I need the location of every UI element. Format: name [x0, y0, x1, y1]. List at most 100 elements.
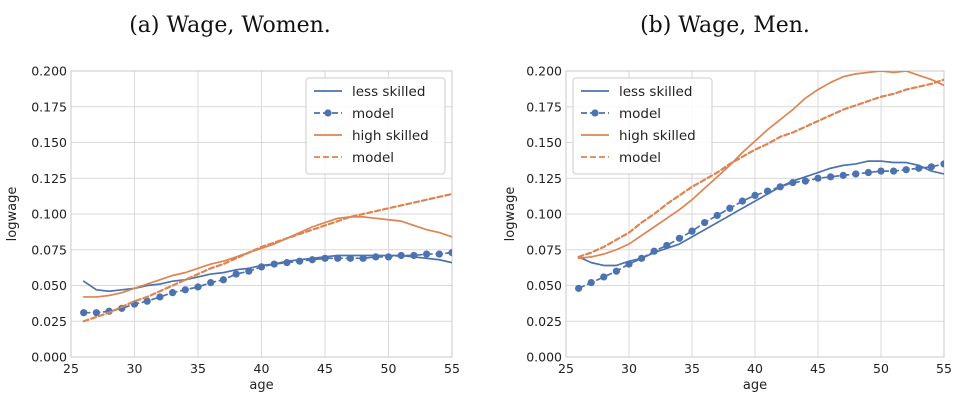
legend-label: model [619, 150, 661, 166]
panel-wage-men: (b) Wage, Men. 25 30 35 40 45 50 55 0.000 0.025 0.… [503, 13, 952, 393]
y-tick-label: 0.175 [526, 99, 562, 114]
y-tick-label: 0.175 [31, 99, 67, 114]
legend-label: less skilled [619, 84, 692, 100]
x-tick-label: 35 [684, 361, 700, 376]
x-tick-label: 35 [190, 361, 206, 376]
chart-title: (b) Wage, Men. [640, 13, 810, 38]
series-line-less-model [577, 163, 944, 290]
model-point [334, 254, 342, 262]
model-point [245, 267, 253, 275]
model-point [156, 293, 164, 301]
axes-frame [565, 70, 945, 358]
y-tick-label: 0.075 [31, 242, 67, 257]
y-tick-label: 0.125 [31, 171, 67, 186]
y-tick-label: 0.125 [526, 171, 562, 186]
model-point [713, 211, 721, 220]
model-point [789, 178, 797, 187]
model-point [839, 171, 847, 179]
model-point [940, 160, 944, 168]
legend-label: model [352, 150, 394, 166]
model-point [612, 267, 621, 275]
series-line-high-model [577, 78, 944, 258]
y-tick-label: 0.100 [31, 207, 67, 222]
model-point [80, 309, 88, 317]
legend: less skilled model high skilled model [305, 77, 446, 175]
model-point [435, 250, 443, 258]
model-point [902, 166, 910, 174]
y-axis-label: logwage [503, 187, 518, 242]
model-point [257, 263, 266, 271]
plot-area [80, 192, 452, 323]
model-point [232, 270, 240, 278]
legend-label: model [619, 106, 661, 122]
model-point [372, 253, 380, 261]
legend: less skilled model high skilled model [572, 77, 713, 175]
x-axis-label: age [249, 378, 273, 393]
y-axis-label: logwage [5, 187, 20, 242]
x-tick-label: 30 [127, 361, 143, 376]
x-tick-label: 25 [558, 361, 574, 376]
model-point [384, 253, 393, 261]
legend-label: less skilled [352, 84, 425, 100]
y-tick-label: 0.075 [526, 242, 562, 257]
plot-area [575, 71, 944, 292]
model-point [448, 249, 452, 257]
model-point [738, 197, 747, 205]
y-tick-label: 0.050 [526, 278, 562, 293]
model-point [701, 218, 709, 227]
chart-title: (a) Wage, Women. [129, 13, 331, 38]
model-point [663, 241, 671, 250]
model-point [423, 250, 431, 258]
model-point [864, 168, 873, 177]
model-point [877, 167, 885, 175]
x-tick-label: 45 [317, 361, 333, 376]
model-point [143, 297, 151, 305]
model-point [688, 227, 696, 235]
model-point [169, 289, 177, 297]
model-point [181, 286, 189, 294]
model-point [270, 260, 278, 268]
y-tick-label: 0.050 [31, 278, 67, 293]
x-tick-label: 50 [381, 361, 397, 376]
model-point [801, 177, 810, 185]
series-line-high-data [577, 71, 944, 260]
panel-wage-women: (a) Wage, Women. 25 30 35 40 45 50 55 0.000 0.025… [5, 13, 460, 393]
model-point [764, 187, 772, 195]
model-point [92, 309, 100, 317]
model-point [776, 183, 784, 191]
model-point [638, 254, 646, 262]
model-point [927, 163, 936, 171]
axes-frame [70, 70, 453, 358]
model-point [283, 259, 291, 267]
x-tick-label: 25 [63, 361, 79, 376]
series-line-high-model [82, 192, 452, 323]
model-point [296, 257, 304, 265]
model-point [308, 256, 316, 264]
legend-label: model [352, 106, 394, 122]
model-point [194, 283, 202, 291]
y-tick-label: 0.150 [526, 135, 562, 150]
x-tick-label: 55 [936, 361, 952, 376]
model-point [726, 204, 734, 212]
model-point [852, 170, 860, 178]
y-tick-label: 0.150 [31, 135, 67, 150]
legend-box [305, 77, 446, 175]
x-axis-label: age [743, 378, 767, 393]
model-point [219, 276, 227, 284]
y-tick-label: 0.200 [526, 64, 562, 79]
y-tick-label: 0.000 [31, 350, 67, 365]
model-point [814, 174, 822, 182]
legend-marker [324, 109, 332, 117]
legend-box [572, 77, 713, 175]
model-point [827, 173, 835, 181]
y-tick-label: 0.100 [526, 207, 562, 222]
legend-label: high skilled [352, 128, 429, 144]
model-point [359, 254, 367, 262]
x-tick-label: 40 [747, 361, 763, 376]
series-line-less-model [82, 251, 452, 314]
model-point [207, 279, 215, 287]
y-tick-label: 0.025 [31, 314, 67, 329]
model-point [890, 167, 898, 175]
x-tick-label: 55 [444, 361, 460, 376]
